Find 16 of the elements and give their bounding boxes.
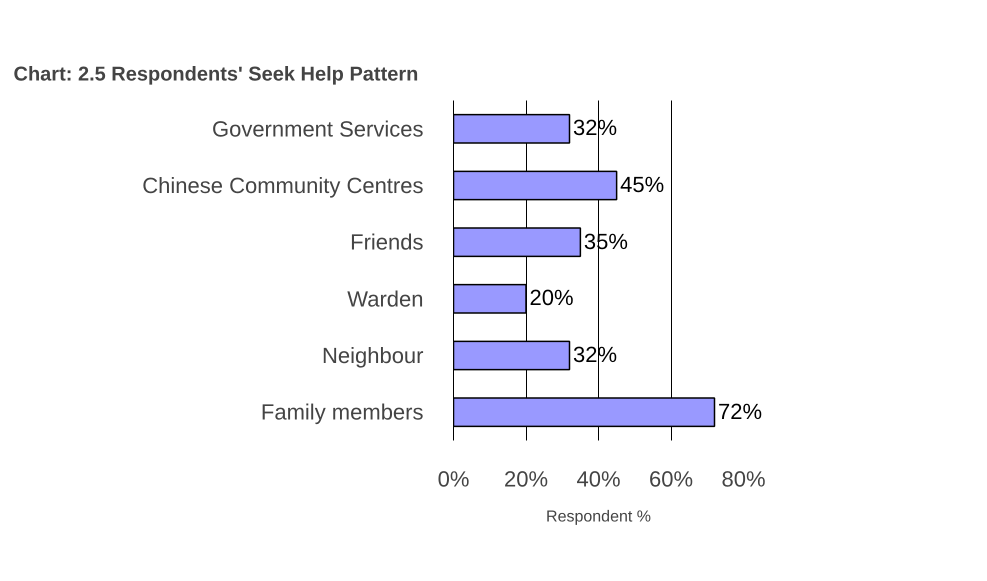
- x-tick-label: 40%: [576, 466, 621, 492]
- y-tick-label: Chinese Community Centres: [142, 173, 424, 198]
- text: Chart: 2.5 Respondents' Seek Help Pattern: [14, 64, 418, 86]
- x-tick-label: 60%: [648, 466, 694, 492]
- y-tick-label: Government Services: [212, 116, 424, 142]
- x-axis-title: Respondent %: [546, 508, 651, 526]
- data-label: 45%: [620, 172, 664, 198]
- data-label: 72%: [718, 398, 762, 425]
- data-label: 20%: [530, 285, 574, 312]
- x-tick-label: 20%: [504, 466, 548, 492]
- x-tick-label: 80%: [721, 466, 766, 492]
- x-tick-label: 0%: [438, 466, 470, 492]
- y-tick-label: Friends: [350, 230, 424, 255]
- y-tick-label: Family members: [260, 400, 424, 425]
- y-tick-label: Neighbour: [322, 343, 424, 368]
- y-tick-label: Warden: [347, 286, 424, 312]
